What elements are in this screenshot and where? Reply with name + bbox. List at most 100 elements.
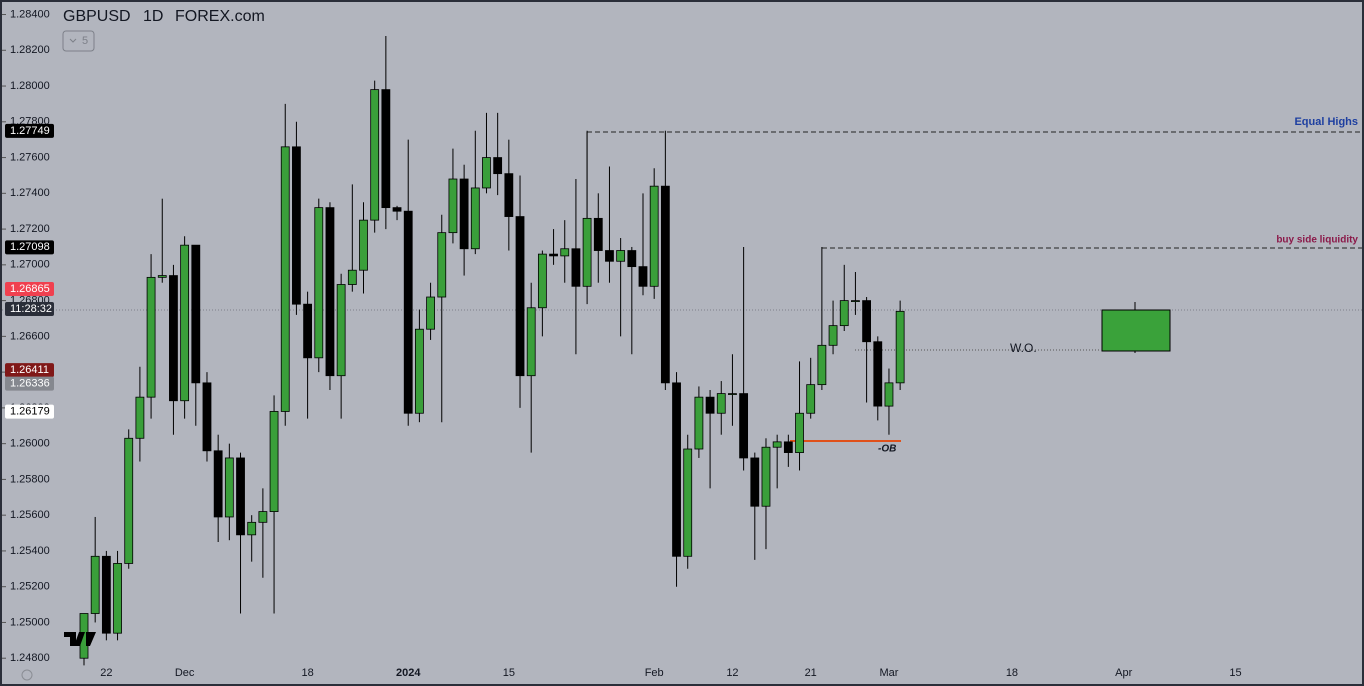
candle-body	[783, 441, 793, 453]
candle-body	[884, 382, 894, 407]
y-tick-label: 1.25000	[10, 616, 50, 628]
candle-body	[224, 457, 234, 518]
candle-body	[728, 393, 737, 395]
countdown-tag	[5, 301, 54, 316]
candle-body	[280, 146, 290, 412]
interval[interactable]: 1D	[143, 8, 163, 25]
price-tag	[5, 123, 54, 138]
y-tick-label: 1.28000	[10, 80, 50, 92]
candle-body	[169, 275, 178, 402]
candle-body	[336, 284, 346, 377]
candle-body	[716, 393, 726, 414]
candle-body	[124, 437, 134, 564]
candle-body	[381, 89, 391, 209]
candle-body	[493, 157, 503, 175]
candle-body	[414, 328, 424, 414]
candle-body	[180, 244, 190, 402]
candle-body	[705, 396, 715, 414]
y-tick-label: 1.27000	[10, 259, 50, 271]
candle-body	[761, 446, 771, 507]
x-tick-label: Feb	[645, 667, 664, 679]
candle-body	[605, 250, 614, 262]
candle-body	[426, 296, 435, 330]
price-tag	[5, 404, 54, 419]
candle-body	[694, 396, 704, 450]
candle-body	[90, 555, 100, 614]
price-tag	[5, 240, 54, 255]
candle-body	[202, 382, 212, 452]
candle-body	[101, 555, 111, 634]
candle-body	[135, 396, 145, 439]
candle-body	[303, 303, 313, 359]
candle-body	[370, 89, 380, 221]
candle-body	[616, 250, 626, 262]
price-tag	[5, 281, 54, 296]
x-tick-label: 18	[301, 667, 313, 679]
candle-body	[314, 207, 324, 359]
price-tag-label: 1.26336	[10, 377, 50, 389]
candle-body	[146, 276, 156, 398]
y-tick-label: 1.25200	[10, 581, 50, 593]
candle-body	[873, 341, 883, 407]
candle-body	[649, 185, 659, 287]
candle-body	[806, 384, 816, 414]
y-tick-label: 1.25400	[10, 545, 50, 557]
price-tag	[5, 363, 54, 378]
price-tag-label: 1.27749	[10, 125, 50, 137]
chevron	[69, 38, 77, 43]
candle-body	[347, 269, 357, 285]
candle-body	[627, 250, 637, 268]
candle-body	[817, 344, 827, 386]
candle-body	[862, 300, 871, 343]
annotation: buy side liquidity	[1276, 235, 1358, 246]
candle-body	[851, 300, 860, 303]
candle-body	[795, 412, 804, 453]
y-tick-label: 1.27400	[10, 187, 50, 199]
x-tick-label: 22	[100, 667, 112, 679]
candle-body	[113, 563, 122, 634]
candle-body	[638, 266, 648, 287]
y-tick-label: 1.28200	[10, 44, 50, 56]
candle-body	[672, 382, 681, 557]
candle-body	[292, 146, 301, 305]
candle-body	[739, 393, 749, 459]
y-tick-label: 1.27600	[10, 151, 50, 163]
candle-body	[895, 310, 905, 384]
candle-body	[750, 457, 760, 507]
countdown: 11:28:32	[10, 303, 52, 315]
candle-body	[157, 275, 167, 278]
indicators-toggle[interactable]	[62, 30, 95, 52]
y-tick-label: 1.26000	[10, 438, 50, 450]
price-tag	[5, 376, 54, 391]
annotation: -OB	[878, 444, 896, 455]
x-tick-label: Apr	[1115, 667, 1132, 679]
candle-body	[359, 219, 368, 271]
y-tick-label: 1.25600	[10, 509, 50, 521]
candle-body	[459, 178, 469, 250]
price-tag-label: 1.26411	[10, 364, 49, 376]
x-tick-label: 15	[503, 667, 515, 679]
y-tick-label: 1.26600	[10, 330, 50, 342]
x-tick-label: Mar	[879, 667, 898, 679]
indicator-count: 5	[82, 35, 88, 47]
settings-icon[interactable]	[21, 669, 33, 681]
annotation: W.O.	[1010, 341, 1037, 355]
candle-body	[213, 450, 223, 518]
candle-body	[560, 248, 570, 257]
candle-body	[504, 173, 514, 217]
candle-body	[325, 207, 335, 377]
price-tag-label: 1.26179	[10, 406, 50, 418]
x-tick-label: 15	[1229, 667, 1241, 679]
candle-body	[772, 441, 782, 448]
exchange: FOREX.com	[175, 8, 265, 25]
candle-body	[839, 300, 849, 327]
candle-body	[269, 411, 279, 512]
candle-body	[660, 185, 670, 384]
tv-logo[interactable]	[64, 632, 96, 646]
candle-body	[537, 253, 547, 309]
candle-body	[683, 448, 693, 557]
y-tick-label: 1.28400	[10, 8, 50, 20]
x-tick-label: 21	[805, 667, 817, 679]
candle-body	[437, 232, 447, 298]
